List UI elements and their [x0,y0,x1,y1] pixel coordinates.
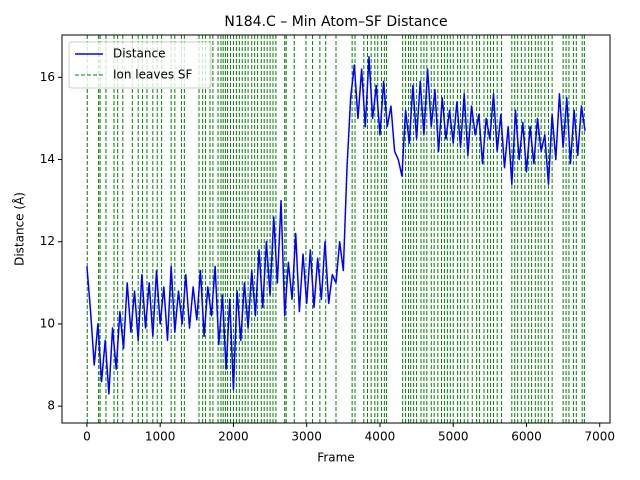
x-tick-label: 4000 [365,430,396,444]
x-tick-label: 5000 [438,430,469,444]
y-tick-label: 10 [40,316,55,330]
y-tick-label: 8 [47,399,55,413]
legend-label: Ion leaves SF [113,68,193,82]
legend-label: Distance [113,47,165,61]
x-tick-label: 7000 [584,430,615,444]
y-tick-label: 12 [40,234,55,248]
plot-frame [61,34,611,424]
x-tick-label: 1000 [145,430,176,444]
y-tick-label: 14 [40,152,55,166]
x-axis-label: Frame [317,451,354,465]
data-line [86,56,586,395]
x-tick-label: 0 [83,430,91,444]
y-tick-label: 16 [40,70,55,84]
x-tick-label: 3000 [291,430,322,444]
y-axis-label: Distance (Å) [12,192,27,266]
legend-box [68,41,212,89]
x-tick-label: 2000 [218,430,249,444]
chart-title: N184.C – Min Atom–SF Distance [224,14,447,30]
x-tick-label: 6000 [511,430,542,444]
